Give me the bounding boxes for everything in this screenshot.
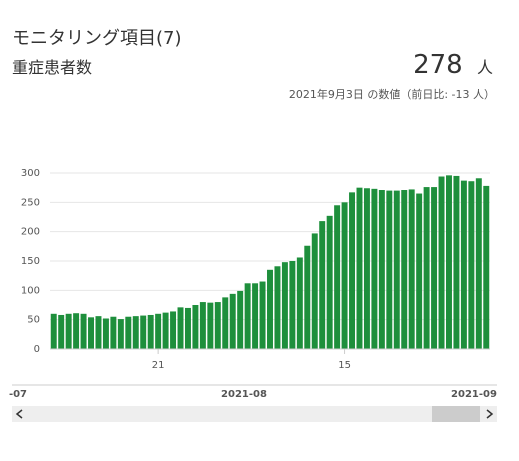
bar bbox=[401, 190, 408, 349]
bar bbox=[95, 316, 102, 349]
unit: 人 bbox=[476, 58, 493, 77]
bar bbox=[475, 178, 482, 349]
bar bbox=[423, 187, 430, 349]
bar bbox=[58, 314, 65, 349]
bar bbox=[311, 233, 318, 349]
y-tick-label: 0 bbox=[34, 344, 40, 355]
bar bbox=[237, 290, 244, 349]
scroll-right[interactable] bbox=[486, 409, 494, 419]
bar bbox=[184, 307, 191, 349]
bar bbox=[170, 311, 177, 349]
bar bbox=[65, 313, 72, 349]
scrollbar-track[interactable] bbox=[12, 406, 497, 422]
bar bbox=[304, 245, 311, 349]
bar bbox=[102, 318, 109, 349]
bar bbox=[110, 316, 117, 349]
y-tick-label: 250 bbox=[21, 197, 40, 208]
bar bbox=[259, 281, 266, 349]
bar bbox=[162, 312, 169, 349]
bar bbox=[147, 314, 154, 349]
bar bbox=[416, 193, 423, 349]
date-note: 2021年9月3日 の数値（前日比: -13 人） bbox=[288, 88, 495, 101]
bar bbox=[408, 189, 415, 349]
navigator-label: 2021-08 bbox=[221, 389, 267, 400]
bar bbox=[177, 307, 184, 349]
y-tick-label: 50 bbox=[27, 315, 40, 326]
bar bbox=[155, 313, 162, 349]
bar bbox=[229, 293, 236, 349]
navigator-label: -07 bbox=[9, 389, 27, 400]
bar bbox=[222, 297, 229, 349]
bar bbox=[88, 317, 94, 349]
bar bbox=[468, 181, 475, 349]
bar bbox=[132, 316, 139, 349]
bar bbox=[349, 192, 356, 349]
bar bbox=[125, 316, 132, 349]
bar bbox=[483, 185, 490, 349]
bar bbox=[274, 266, 281, 349]
bar bbox=[393, 190, 400, 349]
y-tick-label: 100 bbox=[21, 285, 40, 296]
title: モニタリング項目(7) bbox=[12, 28, 182, 49]
bar bbox=[73, 313, 80, 349]
bar bbox=[117, 319, 124, 349]
scroll-left[interactable] bbox=[15, 409, 23, 419]
bar bbox=[378, 190, 385, 349]
x-tick-label: 15 bbox=[338, 360, 351, 371]
bar bbox=[386, 190, 393, 349]
bar bbox=[326, 215, 333, 349]
bar bbox=[453, 175, 460, 349]
bar bbox=[460, 180, 467, 349]
x-tick-label: 21 bbox=[152, 360, 165, 371]
bar bbox=[192, 305, 199, 349]
bar bbox=[438, 176, 445, 349]
bar bbox=[80, 313, 87, 349]
bar bbox=[281, 262, 288, 349]
bar bbox=[296, 257, 303, 349]
current-value-box: 278 人 bbox=[413, 50, 493, 80]
scrollbar-thumb[interactable] bbox=[432, 406, 480, 422]
bar bbox=[334, 205, 341, 349]
bar bbox=[319, 221, 326, 349]
bar bbox=[252, 283, 259, 349]
bar bbox=[356, 187, 363, 349]
bar bbox=[363, 188, 370, 349]
bar bbox=[140, 315, 147, 349]
bar bbox=[50, 313, 57, 349]
y-tick-label: 200 bbox=[21, 227, 40, 238]
bar bbox=[214, 302, 221, 349]
bar bbox=[267, 269, 273, 349]
y-tick-label: 150 bbox=[21, 256, 40, 267]
bar bbox=[199, 302, 206, 349]
navigator-label: 2021-09 bbox=[451, 389, 497, 400]
current-value: 278 bbox=[413, 50, 463, 80]
bar bbox=[371, 188, 378, 349]
subtitle: 重症患者数 bbox=[12, 58, 93, 77]
bar bbox=[431, 187, 438, 349]
bar bbox=[244, 283, 251, 349]
y-tick-label: 300 bbox=[21, 168, 40, 179]
bar bbox=[289, 261, 296, 349]
bar bbox=[207, 302, 214, 349]
bar bbox=[341, 202, 348, 349]
bar bbox=[446, 175, 452, 349]
